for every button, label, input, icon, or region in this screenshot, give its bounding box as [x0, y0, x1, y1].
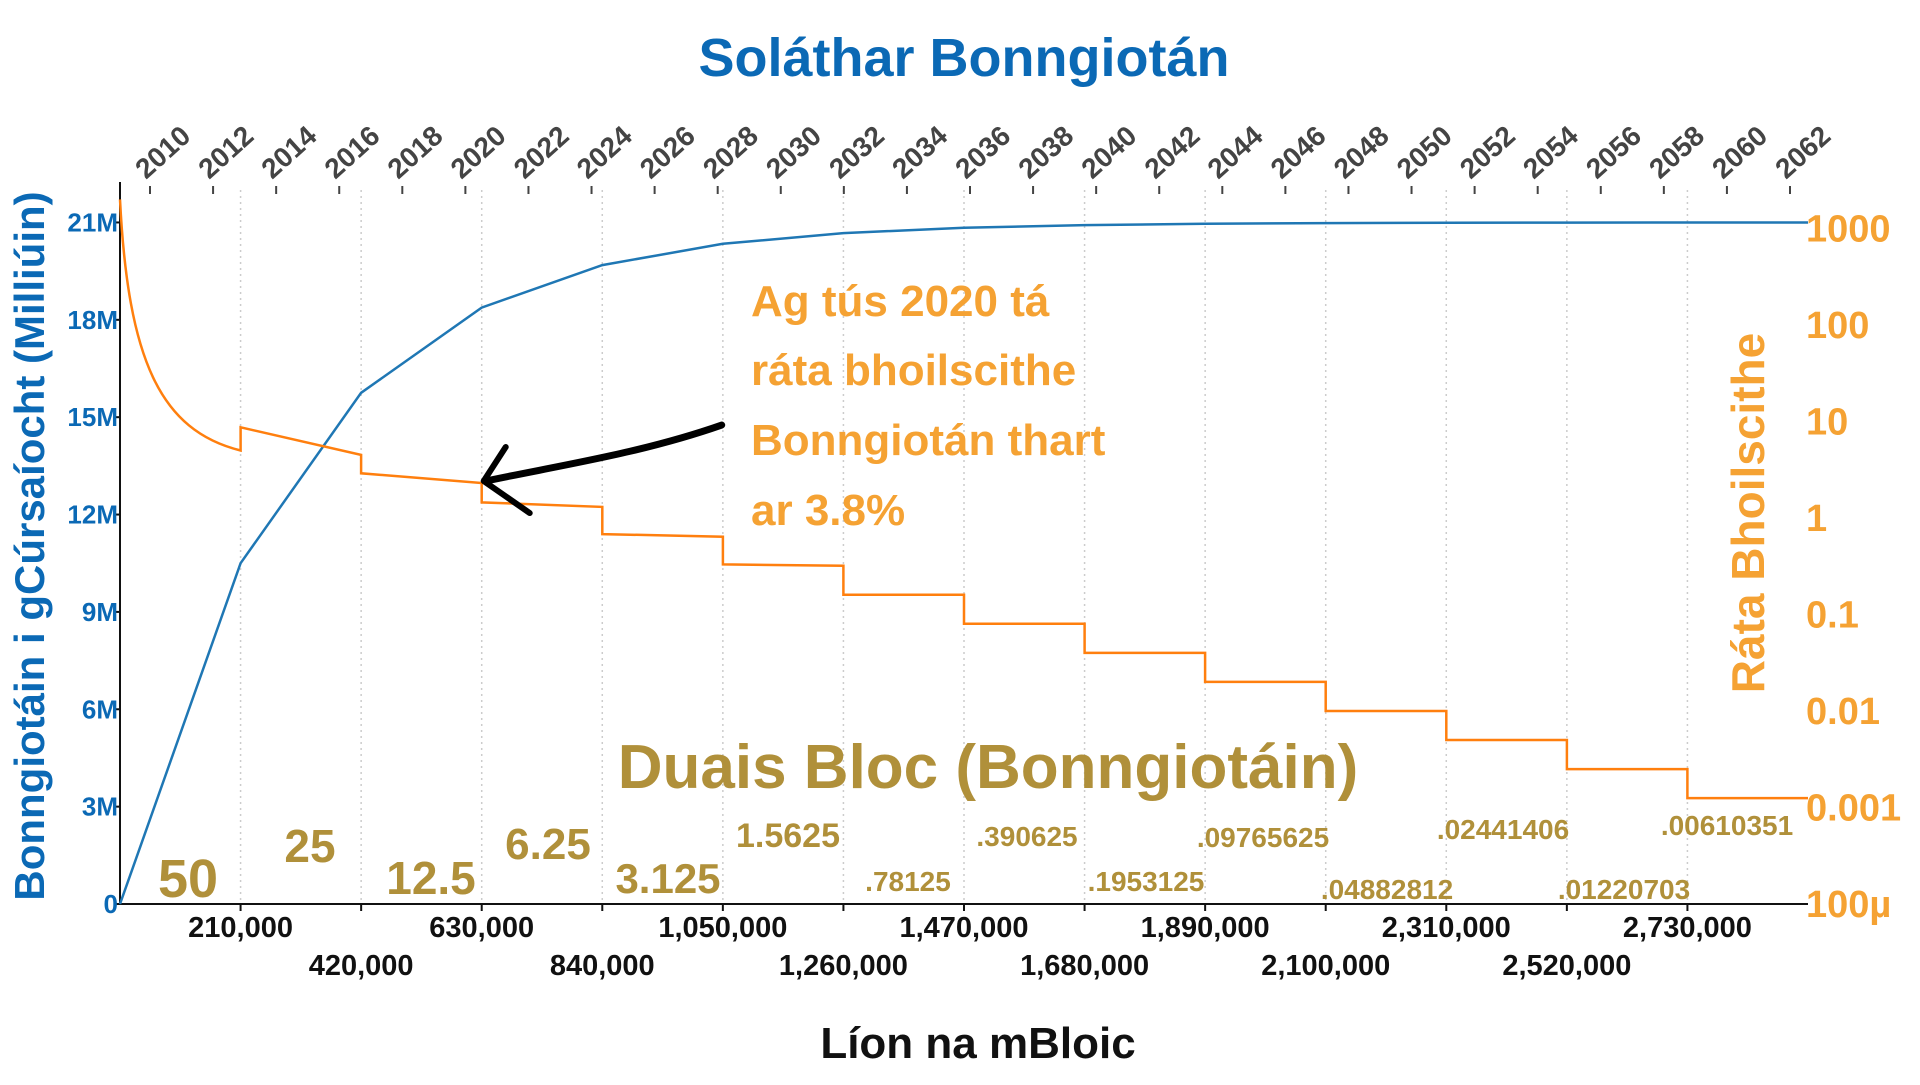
year-label-24: 2058 [1643, 120, 1710, 185]
right-tick-label-2: 0.01 [1806, 691, 1880, 733]
year-label-8: 2026 [634, 120, 701, 185]
right-axis-label: Ráta Bhoilscithe [1722, 333, 1774, 693]
year-label-22: 2054 [1517, 119, 1584, 184]
x-axis-label: Líon na mBloic [820, 1019, 1135, 1068]
left-tick-label-0: 0 [104, 889, 118, 919]
annotation-line-2: ráta bhoilscithe [751, 346, 1076, 395]
year-label-4: 2018 [382, 120, 449, 185]
labels-layer: 0 3M 6M 9M 12M 15M 18M 21M 100µ 0.001 0.01 0.1 1 10 10… [67, 119, 1901, 982]
left-tick-label-3: 9M [82, 597, 118, 627]
x-tick-label-2: 630,000 [429, 912, 534, 944]
block-reward-label-3: 6.25 [505, 820, 591, 869]
x-tick-label-10: 2,310,000 [1382, 912, 1511, 944]
year-label-15: 2040 [1075, 120, 1142, 185]
year-label-7: 2024 [571, 119, 638, 184]
x-tick-label-8: 1,890,000 [1141, 912, 1270, 944]
block-reward-label-0: 50 [158, 849, 218, 909]
left-tick-label-5: 15M [67, 402, 118, 432]
year-label-16: 2042 [1139, 120, 1206, 185]
annotation-line-4: ar 3.8% [751, 486, 905, 535]
right-tick-label-3: 0.1 [1806, 594, 1859, 636]
left-tick-label-4: 12M [67, 500, 118, 530]
annotation-line-1: Ag tús 2020 tá [751, 277, 1050, 326]
chart-title: Soláthar Bonngiotán [699, 28, 1230, 88]
year-label-21: 2052 [1454, 120, 1521, 185]
right-tick-label-0: 100µ [1806, 884, 1891, 926]
series-layer [118, 199, 1808, 905]
block-reward-label-2: 12.5 [386, 852, 476, 904]
year-label-23: 2056 [1580, 120, 1647, 185]
year-label-19: 2048 [1328, 120, 1395, 185]
block-reward-label-13: .00610351 [1661, 810, 1793, 841]
block-reward-label-12: .01220703 [1558, 874, 1690, 905]
axes-layer [114, 182, 1808, 911]
x-tick-label-12: 2,730,000 [1623, 912, 1752, 944]
left-tick-label-7: 21M [67, 207, 118, 237]
year-label-14: 2038 [1012, 120, 1079, 185]
supply-line [118, 221, 1808, 905]
x-tick-label-5: 1,260,000 [779, 950, 908, 982]
right-tick-label-5: 10 [1806, 401, 1848, 443]
block-reward-label-11: .02441406 [1437, 814, 1569, 845]
left-tick-label-2: 6M [82, 694, 118, 724]
year-label-25: 2060 [1706, 120, 1773, 185]
left-tick-label-6: 18M [67, 305, 118, 335]
right-tick-label-4: 1 [1806, 498, 1827, 540]
year-label-20: 2050 [1391, 120, 1458, 185]
block-reward-label-7: .390625 [976, 821, 1077, 852]
block-reward-title: Duais Bloc (Bonngiotáin) [618, 733, 1359, 802]
annotation-arrow-head [480, 444, 533, 517]
right-tick-label-6: 100 [1806, 305, 1869, 347]
annotation-line-3: Bonngiotán thart [751, 416, 1106, 465]
year-label-18: 2046 [1265, 120, 1332, 185]
year-label-26: 2062 [1769, 120, 1836, 185]
inflation-line [118, 199, 1808, 800]
year-label-0: 2010 [129, 120, 196, 185]
left-tick-label-1: 3M [82, 792, 118, 822]
year-label-13: 2036 [949, 120, 1016, 185]
right-tick-label-7: 1000 [1806, 208, 1891, 250]
block-reward-label-1: 25 [284, 820, 335, 872]
year-label-2: 2014 [255, 119, 322, 184]
annotation-arrow-shaft [482, 421, 726, 485]
year-label-11: 2032 [823, 120, 890, 185]
year-label-6: 2022 [508, 120, 575, 185]
block-reward-label-6: .78125 [865, 866, 951, 897]
year-label-9: 2028 [697, 120, 764, 185]
year-label-5: 2020 [445, 120, 512, 185]
x-tick-label-1: 420,000 [309, 950, 414, 982]
year-label-10: 2030 [760, 120, 827, 185]
block-reward-label-10: .04882812 [1321, 874, 1453, 905]
x-tick-label-9: 2,100,000 [1261, 950, 1390, 982]
x-tick-label-6: 1,470,000 [899, 912, 1028, 944]
block-reward-label-5: 1.5625 [736, 817, 840, 855]
right-tick-label-1: 0.001 [1806, 787, 1901, 829]
x-tick-label-4: 1,050,000 [658, 912, 787, 944]
left-axis-label: Bonngiotáin i gCúrsaíocht (Milliúin) [6, 191, 53, 900]
block-reward-label-9: .09765625 [1197, 822, 1329, 853]
year-label-3: 2016 [319, 120, 386, 185]
x-tick-label-3: 840,000 [550, 950, 655, 982]
x-tick-label-7: 1,680,000 [1020, 950, 1149, 982]
year-label-17: 2044 [1202, 119, 1269, 184]
year-label-1: 2012 [192, 120, 259, 185]
block-reward-label-4: 3.125 [615, 855, 720, 902]
year-label-12: 2034 [886, 119, 953, 184]
x-tick-label-0: 210,000 [188, 912, 293, 944]
x-tick-label-11: 2,520,000 [1502, 950, 1631, 982]
block-reward-label-8: .1953125 [1088, 866, 1205, 897]
annotation-text: Ag tús 2020 tá ráta bhoilscithe Bonngiot… [751, 277, 1106, 535]
